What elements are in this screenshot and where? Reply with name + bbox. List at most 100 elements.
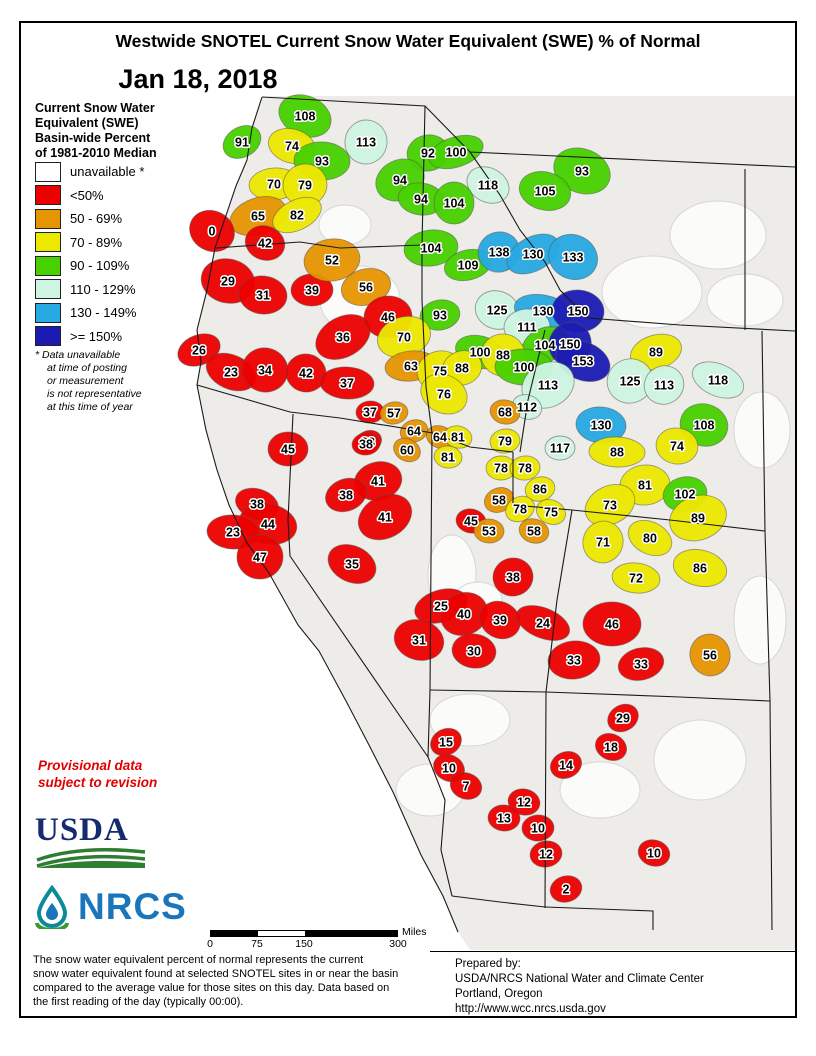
basin-value-label: 53 [482, 525, 496, 539]
basin-value-label: 39 [305, 284, 319, 298]
basin-value-label: 34 [258, 364, 272, 378]
basin-value-label: 31 [256, 289, 270, 303]
basin-value-label: 108 [694, 419, 715, 433]
state-border [587, 317, 796, 332]
basin-value-label: 78 [513, 503, 527, 517]
basin-area [244, 225, 286, 261]
basin-value-label: 36 [336, 331, 350, 345]
basin-area [588, 436, 646, 468]
usda-logo-text: USDA [35, 812, 129, 848]
basin-value-label: 39 [493, 614, 507, 628]
basin-value-label: 82 [290, 209, 304, 223]
provisional-line: Provisional data [38, 758, 143, 773]
basin-value-label: 86 [693, 562, 707, 576]
basin-value-label: 26 [192, 344, 206, 358]
basin-value-label: 92 [421, 147, 435, 161]
basin-value-label: 75 [433, 365, 447, 379]
basin-value-label: 109 [458, 259, 479, 273]
basin-value-label: 91 [235, 136, 249, 150]
legend-swatch [35, 279, 61, 300]
basin-value-label: 38 [361, 436, 375, 450]
basin-value-label: 113 [538, 379, 558, 393]
legend-footnote-line: or measurement [47, 375, 124, 387]
legend-label: 130 - 149% [70, 305, 137, 321]
provisional-note: Provisional data subject to revision [38, 757, 157, 791]
legend-row: 50 - 69% [35, 207, 144, 231]
basin-value-label: 65 [251, 210, 265, 224]
basin-value-label: 130 [591, 419, 612, 433]
basin-value-label: 75 [544, 506, 558, 520]
basin-value-label: 10 [647, 847, 661, 861]
state-border [196, 96, 459, 933]
basin-value-label: 81 [451, 431, 465, 445]
legend-title: Current Snow Water Equivalent (SWE) Basin-… [35, 101, 157, 161]
basin-area [582, 601, 642, 647]
basin-value-label: 130 [533, 305, 554, 319]
basin-area [399, 419, 429, 443]
basin-value-label: 44 [261, 518, 275, 532]
basin-area [319, 366, 375, 400]
basin-value-label: 57 [387, 407, 401, 421]
state-border [451, 895, 546, 908]
scale-tick-label: 0 [207, 938, 213, 950]
basin-area [272, 196, 322, 234]
basin-value-label: 100 [470, 346, 491, 360]
basin-value-label: 10 [442, 762, 456, 776]
footer-description-line: the first reading of the day (typically … [33, 996, 244, 1008]
legend-swatch [35, 185, 61, 206]
basin-value-label: 58 [492, 494, 506, 508]
basin-value-label: 40 [457, 608, 471, 622]
usda-logo: USDA [35, 812, 147, 874]
footer-credits-line: Prepared by: [455, 958, 521, 970]
basin-value-label: 80 [643, 532, 657, 546]
basin-area [518, 171, 572, 211]
basin-area [440, 592, 488, 636]
scale-tick-label: 300 [389, 938, 407, 950]
basin-value-label: 94 [393, 174, 407, 188]
basin-area [393, 619, 445, 661]
basin-value-label: 56 [703, 649, 717, 663]
state-border [421, 105, 433, 434]
basin-area [529, 840, 563, 868]
legend-swatch [35, 208, 61, 229]
legend-label: >= 150% [70, 328, 123, 344]
basin-value-label: 104 [421, 242, 442, 256]
basin-area [594, 733, 628, 761]
legend-label: 70 - 89% [70, 234, 123, 250]
basin-value-label: 14 [559, 759, 573, 773]
basin-value-label: 68 [498, 406, 512, 420]
basin-value-label: 38 [250, 498, 264, 512]
basin-value-label: 37 [340, 377, 354, 391]
basin-area [489, 399, 521, 425]
legend-swatch [35, 255, 61, 276]
basin-value-label: 33 [567, 654, 581, 668]
basin-value-label: 76 [437, 388, 451, 402]
legend-row: 110 - 129% [35, 278, 144, 302]
basin-area [518, 518, 550, 544]
basin-value-label: 88 [455, 362, 469, 376]
basin-area [549, 751, 583, 779]
basin-area [489, 428, 521, 454]
basin-area [430, 727, 462, 757]
state-border [429, 689, 547, 693]
state-border [429, 432, 433, 691]
scale-ticks: 0 75 150 300 [207, 937, 407, 950]
basin-area [189, 209, 235, 253]
scale-unit: Miles [402, 926, 427, 938]
basin-value-label: 58 [527, 525, 541, 539]
basin-value-label: 29 [616, 712, 630, 726]
basin-value-label: 150 [560, 338, 581, 352]
basin-value-label: 45 [281, 443, 295, 457]
basin-area [325, 477, 367, 513]
basin-value-label: 88 [496, 349, 510, 363]
basin-value-label: 64 [407, 425, 421, 439]
basin-area [549, 875, 583, 903]
legend-label: 110 - 129% [70, 281, 136, 297]
basin-value-label: 18 [604, 741, 618, 755]
basin-value-label: 0 [209, 225, 216, 239]
basin-value-label: 56 [359, 281, 373, 295]
basin-value-label: 130 [523, 248, 544, 262]
